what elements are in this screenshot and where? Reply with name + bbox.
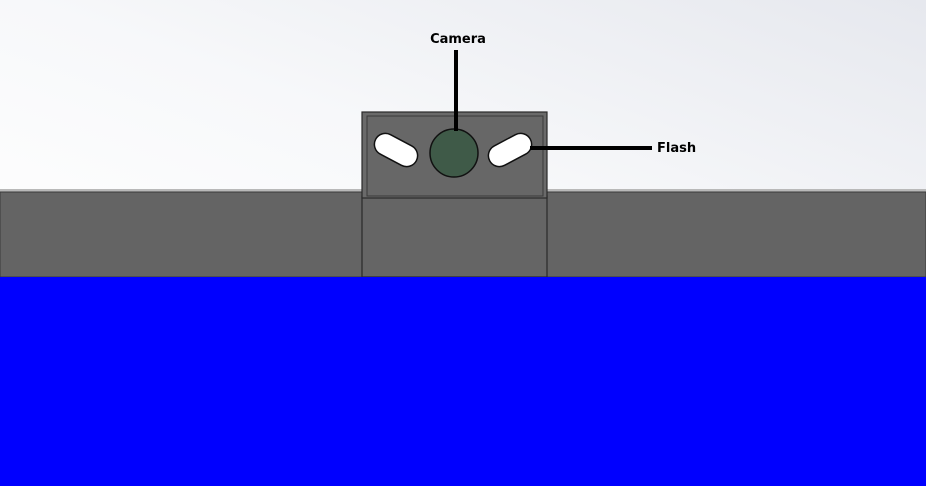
- left-flash-led: [373, 132, 419, 168]
- flash-label: Flash: [657, 141, 696, 156]
- right-flash-led: [487, 132, 533, 168]
- blue-ground-surface: [0, 277, 926, 486]
- housing-lower-block: [361, 195, 548, 278]
- camera-label: Camera: [430, 32, 486, 47]
- camera-lens: [429, 128, 479, 178]
